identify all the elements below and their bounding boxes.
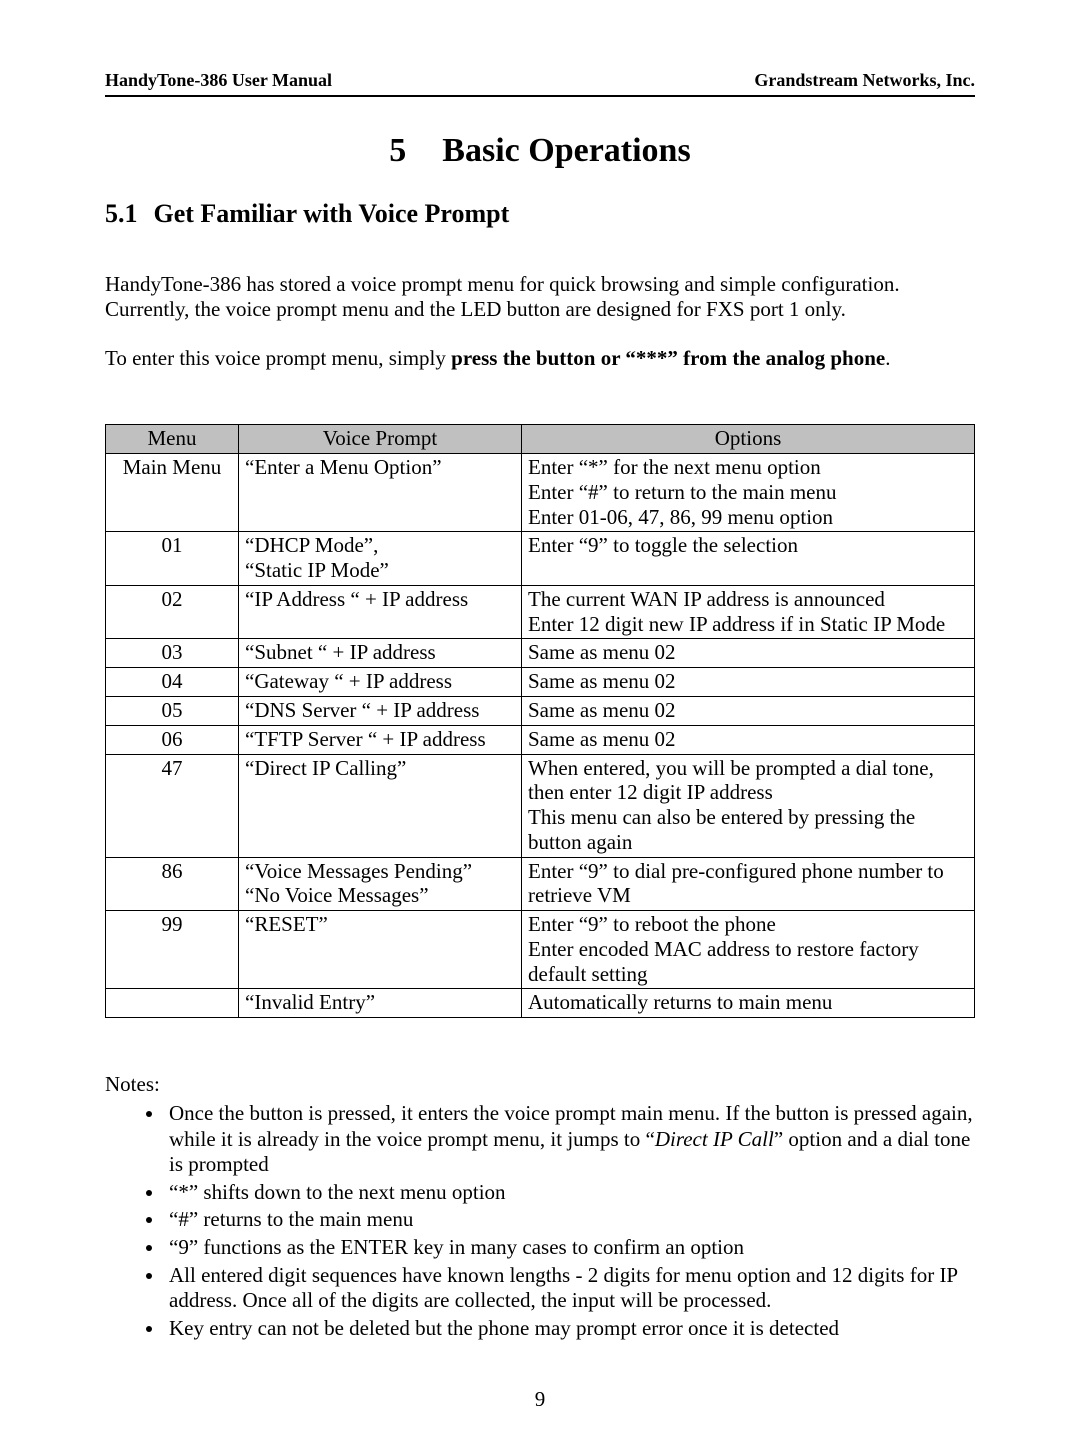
cell-options: When entered, you will be prompted a dia… [522,754,975,857]
table-row: 99“RESET”Enter “9” to reboot the phoneEn… [106,911,975,989]
cell-prompt: “RESET” [239,911,522,989]
voice-prompt-table: Menu Voice Prompt Options Main Menu“Ente… [105,424,975,1018]
cell-menu: 06 [106,725,239,754]
table-row: 01“DHCP Mode”,“Static IP Mode”Enter “9” … [106,532,975,586]
cell-prompt: “Direct IP Calling” [239,754,522,857]
note-text: Key entry can not be deleted but the pho… [169,1316,839,1340]
table-row: 03“Subnet “ + IP addressSame as menu 02 [106,639,975,668]
col-header-prompt: Voice Prompt [239,425,522,454]
chapter-heading: 5 Basic Operations [105,131,975,171]
cell-menu: 01 [106,532,239,586]
note-emphasis: Direct IP Call [655,1127,774,1151]
cell-options: Same as menu 02 [522,668,975,697]
cell-menu: 86 [106,857,239,911]
cell-menu: 03 [106,639,239,668]
list-item: “*” shifts down to the next menu option [165,1180,975,1206]
table-body: Main Menu“Enter a Menu Option”Enter “*” … [106,454,975,1018]
list-item: Once the button is pressed, it enters th… [165,1101,975,1178]
cell-options: Same as menu 02 [522,639,975,668]
table-header-row: Menu Voice Prompt Options [106,425,975,454]
cell-menu: Main Menu [106,454,239,532]
header-right: Grandstream Networks, Inc. [754,70,975,91]
col-header-menu: Menu [106,425,239,454]
cell-menu [106,989,239,1018]
intro-p2-lead: To enter this voice prompt menu, simply [105,346,451,370]
notes-label: Notes: [105,1072,975,1097]
cell-prompt: “DHCP Mode”,“Static IP Mode” [239,532,522,586]
cell-prompt: “TFTP Server “ + IP address [239,725,522,754]
table-row: Main Menu“Enter a Menu Option”Enter “*” … [106,454,975,532]
cell-options: Enter “9” to toggle the selection [522,532,975,586]
col-header-options: Options [522,425,975,454]
cell-menu: 99 [106,911,239,989]
table-row: 86“Voice Messages Pending”“No Voice Mess… [106,857,975,911]
cell-prompt: “Enter a Menu Option” [239,454,522,532]
table-row: 47“Direct IP Calling”When entered, you w… [106,754,975,857]
section-number: 5.1 [105,199,138,228]
notes-list: Once the button is pressed, it enters th… [105,1101,975,1341]
intro-p2-bold: press the button or “***” from the analo… [451,346,885,370]
table-row: 06“TFTP Server “ + IP addressSame as men… [106,725,975,754]
note-text: “9” functions as the ENTER key in many c… [169,1235,744,1259]
intro-paragraph-2: To enter this voice prompt menu, simply … [105,346,975,371]
table-row: “Invalid Entry”Automatically returns to … [106,989,975,1018]
intro-p2-tail: . [885,346,890,370]
running-header: HandyTone-386 User Manual Grandstream Ne… [105,70,975,97]
cell-options: Enter “9” to dial pre-configured phone n… [522,857,975,911]
section-heading: 5.1 Get Familiar with Voice Prompt [105,199,975,230]
table-head: Menu Voice Prompt Options [106,425,975,454]
cell-options: Enter “*” for the next menu optionEnter … [522,454,975,532]
list-item: “9” functions as the ENTER key in many c… [165,1235,975,1261]
cell-options: Enter “9” to reboot the phoneEnter encod… [522,911,975,989]
note-text: All entered digit sequences have known l… [169,1263,957,1313]
cell-prompt: “IP Address “ + IP address [239,585,522,639]
intro-paragraph-1: HandyTone-386 has stored a voice prompt … [105,272,975,322]
cell-menu: 04 [106,668,239,697]
cell-options: Automatically returns to main menu [522,989,975,1018]
note-text: “*” shifts down to the next menu option [169,1180,506,1204]
cell-prompt: “Gateway “ + IP address [239,668,522,697]
note-text: “#” returns to the main menu [169,1207,413,1231]
cell-options: Same as menu 02 [522,725,975,754]
cell-menu: 05 [106,696,239,725]
cell-prompt: “Subnet “ + IP address [239,639,522,668]
cell-prompt: “Voice Messages Pending”“No Voice Messag… [239,857,522,911]
cell-options: The current WAN IP address is announcedE… [522,585,975,639]
table-row: 05“DNS Server “ + IP addressSame as menu… [106,696,975,725]
table-row: 02“IP Address “ + IP addressThe current … [106,585,975,639]
list-item: “#” returns to the main menu [165,1207,975,1233]
cell-options: Same as menu 02 [522,696,975,725]
cell-menu: 02 [106,585,239,639]
table-row: 04“Gateway “ + IP addressSame as menu 02 [106,668,975,697]
header-left: HandyTone-386 User Manual [105,70,332,91]
list-item: All entered digit sequences have known l… [165,1263,975,1314]
section-title: Get Familiar with Voice Prompt [154,199,510,228]
page-number: 9 [105,1387,975,1412]
cell-prompt: “DNS Server “ + IP address [239,696,522,725]
chapter-number: 5 [389,132,406,169]
cell-prompt: “Invalid Entry” [239,989,522,1018]
list-item: Key entry can not be deleted but the pho… [165,1316,975,1342]
page: HandyTone-386 User Manual Grandstream Ne… [0,0,1080,1452]
cell-menu: 47 [106,754,239,857]
chapter-title: Basic Operations [442,132,690,169]
